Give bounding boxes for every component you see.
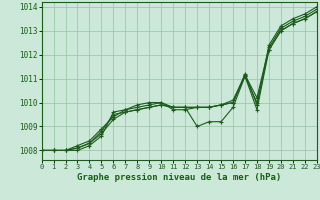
- X-axis label: Graphe pression niveau de la mer (hPa): Graphe pression niveau de la mer (hPa): [77, 173, 281, 182]
